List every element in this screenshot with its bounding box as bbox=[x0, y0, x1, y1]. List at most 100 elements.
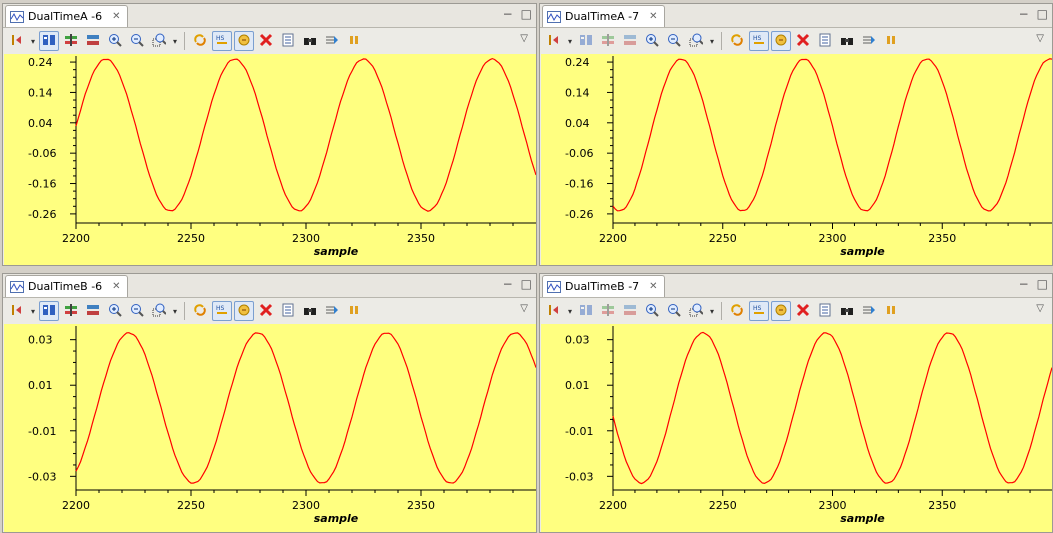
zoom-out-button[interactable] bbox=[127, 31, 147, 51]
properties-button[interactable] bbox=[815, 31, 835, 51]
find-button[interactable] bbox=[837, 301, 857, 321]
properties-button[interactable] bbox=[815, 301, 835, 321]
find-button[interactable] bbox=[837, 31, 857, 51]
plot-area[interactable]: 0.24 0.14 0.04 -0.06 -0.16 -0.26 2200 2250 2300 2… bbox=[4, 54, 536, 265]
close-icon[interactable]: ✕ bbox=[112, 11, 121, 22]
split-button[interactable] bbox=[61, 31, 81, 51]
hold-button[interactable]: HS bbox=[749, 31, 769, 51]
properties-button[interactable] bbox=[278, 31, 298, 51]
minimize-icon[interactable]: − bbox=[1018, 277, 1029, 291]
pause-button[interactable] bbox=[344, 301, 364, 321]
export-button[interactable] bbox=[859, 301, 879, 321]
tab-bar: DualTimeA -6 ✕ − □ bbox=[3, 4, 536, 28]
split-button[interactable] bbox=[598, 31, 618, 51]
refresh-button[interactable] bbox=[190, 31, 210, 51]
export-button[interactable] bbox=[322, 301, 342, 321]
dropdown-arrow-icon[interactable]: ▾ bbox=[709, 306, 714, 316]
clear-button[interactable] bbox=[793, 301, 813, 321]
maximize-icon[interactable]: □ bbox=[520, 277, 532, 291]
view-tab[interactable]: DualTimeB -6 ✕ bbox=[5, 275, 128, 297]
split-button[interactable] bbox=[598, 301, 618, 321]
zoom-in-button[interactable] bbox=[105, 301, 125, 321]
zoom-box-button[interactable] bbox=[686, 301, 706, 321]
layout-button[interactable] bbox=[39, 31, 59, 51]
find-button[interactable] bbox=[300, 31, 320, 51]
view-tab[interactable]: DualTimeB -7 ✕ bbox=[542, 275, 665, 297]
hold-button[interactable]: HS bbox=[212, 31, 232, 51]
y-tick-label: -0.06 bbox=[28, 147, 56, 160]
properties-button[interactable] bbox=[278, 301, 298, 321]
columns-button[interactable] bbox=[620, 31, 640, 51]
pause-button[interactable] bbox=[881, 301, 901, 321]
pause-button[interactable] bbox=[344, 31, 364, 51]
maximize-icon[interactable]: □ bbox=[1036, 7, 1048, 21]
plot-area[interactable]: 0.03 0.01 -0.01 -0.03 2200 2250 2300 2350 sample bbox=[541, 324, 1052, 532]
columns-button[interactable] bbox=[83, 31, 103, 51]
export-icon bbox=[862, 303, 876, 320]
view-menu-icon[interactable]: ▽ bbox=[1036, 33, 1044, 44]
marker-button[interactable] bbox=[7, 31, 27, 51]
sync-button[interactable] bbox=[234, 301, 254, 321]
minimize-icon[interactable]: − bbox=[502, 7, 513, 21]
panel-dualtimeb-6: DualTimeB -6 ✕ − □ ▾ ▾ HS ▽ 0.03 0.01 -0.01 -0.03 22… bbox=[2, 273, 537, 533]
clear-button[interactable] bbox=[256, 31, 276, 51]
maximize-icon[interactable]: □ bbox=[520, 7, 532, 21]
zoom-in-button[interactable] bbox=[105, 31, 125, 51]
x-tick-label: 2250 bbox=[709, 232, 737, 245]
columns-button[interactable] bbox=[620, 301, 640, 321]
zoom-box-button[interactable] bbox=[686, 31, 706, 51]
zoom-box-button[interactable] bbox=[149, 301, 169, 321]
marker-button[interactable] bbox=[544, 31, 564, 51]
hold-button[interactable]: HS bbox=[749, 301, 769, 321]
plot-area[interactable]: 0.03 0.01 -0.01 -0.03 2200 2250 2300 2350 sample bbox=[4, 324, 536, 532]
sync-button[interactable] bbox=[771, 31, 791, 51]
close-icon[interactable]: ✕ bbox=[112, 281, 121, 292]
dropdown-arrow-icon[interactable]: ▾ bbox=[567, 36, 572, 46]
refresh-button[interactable] bbox=[190, 301, 210, 321]
dropdown-arrow-icon[interactable]: ▾ bbox=[709, 36, 714, 46]
export-button[interactable] bbox=[859, 31, 879, 51]
zoom-out-button[interactable] bbox=[664, 301, 684, 321]
dropdown-arrow-icon[interactable]: ▾ bbox=[30, 36, 35, 46]
zoom-box-button[interactable] bbox=[149, 31, 169, 51]
close-icon[interactable]: ✕ bbox=[649, 281, 658, 292]
find-button[interactable] bbox=[300, 301, 320, 321]
dropdown-arrow-icon[interactable]: ▾ bbox=[567, 306, 572, 316]
refresh-button[interactable] bbox=[727, 31, 747, 51]
marker-button[interactable] bbox=[7, 301, 27, 321]
pause-button[interactable] bbox=[881, 31, 901, 51]
layout-button[interactable] bbox=[576, 301, 596, 321]
clear-icon bbox=[796, 33, 810, 50]
layout-button[interactable] bbox=[576, 31, 596, 51]
dropdown-arrow-icon[interactable]: ▾ bbox=[30, 306, 35, 316]
minimize-icon[interactable]: − bbox=[1018, 7, 1029, 21]
view-tab[interactable]: DualTimeA -7 ✕ bbox=[542, 5, 665, 27]
split-button[interactable] bbox=[61, 301, 81, 321]
maximize-icon[interactable]: □ bbox=[1036, 277, 1048, 291]
view-menu-icon[interactable]: ▽ bbox=[1036, 303, 1044, 314]
plot-area[interactable]: 0.24 0.14 0.04 -0.06 -0.16 -0.26 2200 2250 2300 2… bbox=[541, 54, 1052, 265]
clear-button[interactable] bbox=[793, 31, 813, 51]
view-tab[interactable]: DualTimeA -6 ✕ bbox=[5, 5, 128, 27]
waveform-view-icon bbox=[547, 10, 561, 23]
clear-button[interactable] bbox=[256, 301, 276, 321]
zoom-in-button[interactable] bbox=[642, 31, 662, 51]
sync-button[interactable] bbox=[771, 301, 791, 321]
close-icon[interactable]: ✕ bbox=[649, 11, 658, 22]
view-menu-icon[interactable]: ▽ bbox=[520, 303, 528, 314]
dropdown-arrow-icon[interactable]: ▾ bbox=[172, 306, 177, 316]
refresh-button[interactable] bbox=[727, 301, 747, 321]
columns-button[interactable] bbox=[83, 301, 103, 321]
sync-button[interactable] bbox=[234, 31, 254, 51]
layout-button[interactable] bbox=[39, 301, 59, 321]
zoom-out-button[interactable] bbox=[664, 31, 684, 51]
dropdown-arrow-icon[interactable]: ▾ bbox=[172, 36, 177, 46]
toolbar: ▾ ▾ HS ▽ bbox=[540, 298, 1052, 324]
view-menu-icon[interactable]: ▽ bbox=[520, 33, 528, 44]
export-button[interactable] bbox=[322, 31, 342, 51]
hold-button[interactable]: HS bbox=[212, 301, 232, 321]
zoom-out-button[interactable] bbox=[127, 301, 147, 321]
marker-button[interactable] bbox=[544, 301, 564, 321]
minimize-icon[interactable]: − bbox=[502, 277, 513, 291]
zoom-in-button[interactable] bbox=[642, 301, 662, 321]
